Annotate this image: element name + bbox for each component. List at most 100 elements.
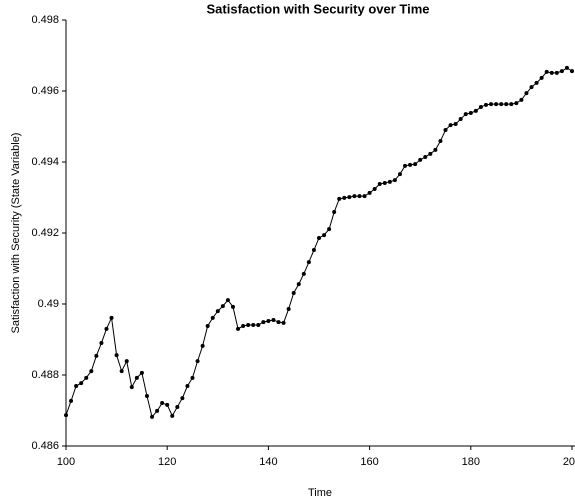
point — [94, 353, 99, 358]
point — [276, 320, 281, 325]
point — [306, 260, 311, 265]
point — [170, 413, 175, 418]
point — [139, 370, 144, 375]
point — [119, 369, 124, 374]
point — [256, 322, 261, 327]
point — [286, 306, 291, 311]
point — [570, 69, 574, 74]
point — [241, 324, 246, 329]
point — [357, 194, 362, 199]
y-tick-label: 0.49 — [38, 298, 59, 310]
point — [559, 69, 564, 74]
point — [514, 101, 519, 106]
point — [64, 413, 68, 418]
point — [281, 320, 286, 325]
point — [109, 315, 114, 320]
point — [337, 196, 342, 201]
point — [494, 102, 499, 107]
point — [89, 369, 94, 374]
point — [200, 343, 205, 348]
point — [463, 112, 468, 117]
point — [483, 102, 488, 107]
point — [74, 384, 79, 389]
point — [382, 180, 387, 185]
point — [190, 375, 195, 380]
point — [423, 155, 428, 160]
point — [478, 104, 483, 109]
x-tick-label: 100 — [57, 456, 75, 468]
point — [504, 102, 509, 107]
point — [99, 341, 104, 346]
point — [408, 162, 413, 167]
line — [65, 67, 573, 418]
y-tick-label: 0.494 — [31, 156, 59, 168]
y-tick-label: 0.492 — [31, 227, 59, 239]
point — [332, 210, 337, 215]
y-tick-label: 0.486 — [31, 440, 59, 452]
point — [225, 298, 230, 303]
point — [205, 324, 210, 329]
x-tick-label: 120 — [158, 456, 176, 468]
point — [251, 322, 256, 327]
point — [367, 190, 372, 195]
point — [230, 304, 235, 309]
point — [291, 290, 296, 295]
point — [418, 157, 423, 162]
point — [387, 179, 392, 184]
point — [150, 414, 155, 419]
point — [84, 375, 89, 380]
point — [453, 122, 458, 127]
point — [519, 97, 524, 102]
point — [195, 359, 200, 364]
point — [69, 398, 74, 403]
point — [534, 80, 539, 85]
point — [210, 315, 215, 320]
point — [180, 396, 185, 401]
point — [458, 117, 463, 122]
point — [342, 195, 347, 200]
point — [104, 326, 109, 331]
point — [311, 248, 316, 253]
y-tick-label: 0.498 — [31, 14, 59, 26]
point — [433, 147, 438, 152]
point — [220, 304, 225, 309]
x-tick-label: 140 — [259, 456, 277, 468]
point — [124, 359, 129, 364]
point — [79, 381, 84, 386]
point — [175, 404, 180, 409]
point — [529, 85, 534, 90]
point — [509, 102, 514, 107]
point — [347, 195, 352, 200]
point — [377, 182, 382, 187]
point — [352, 194, 357, 199]
point — [392, 178, 397, 183]
chart-title: Satisfaction with Security over Time — [207, 1, 430, 16]
point — [539, 75, 544, 80]
x-tick-label: 160 — [360, 456, 378, 468]
point — [448, 123, 453, 128]
point — [403, 163, 408, 168]
point — [246, 322, 251, 327]
point — [362, 194, 367, 199]
point — [327, 227, 332, 232]
point — [261, 320, 266, 325]
point — [296, 282, 301, 287]
point — [215, 309, 220, 314]
point — [564, 65, 569, 70]
point — [489, 102, 494, 107]
x-axis-label: Time — [308, 487, 332, 499]
point — [544, 69, 549, 74]
point — [114, 353, 119, 358]
point — [160, 401, 165, 406]
point — [468, 111, 473, 116]
point — [134, 375, 139, 380]
point — [438, 139, 443, 144]
point — [271, 317, 276, 322]
point — [322, 233, 327, 238]
point — [129, 385, 134, 390]
point — [236, 326, 241, 331]
point — [397, 172, 402, 177]
point — [473, 108, 478, 113]
point — [549, 70, 554, 75]
